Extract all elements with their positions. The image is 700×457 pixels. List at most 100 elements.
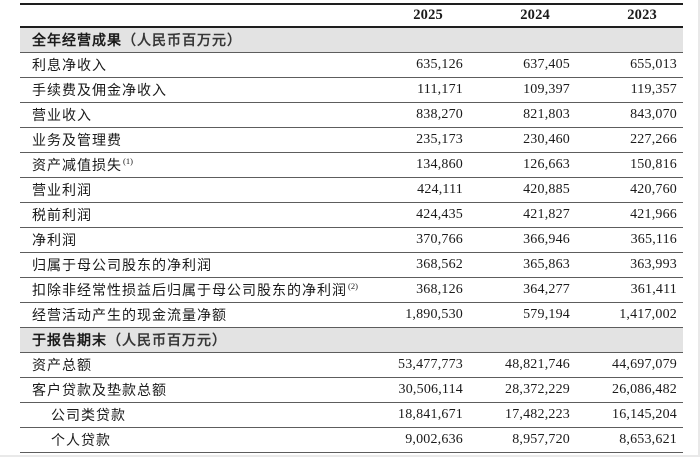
row-label-cell: 资产总额 — [20, 355, 362, 375]
row-label-cell: 营业利润 — [20, 180, 362, 200]
value-cell-2023: 655,013 — [630, 57, 677, 72]
value-cell-2024: 365,863 — [523, 257, 570, 272]
value-cell-2025: 368,126 — [416, 282, 463, 297]
row-label: 扣除非经常性损益后归属于母公司股东的净利润 — [32, 284, 347, 299]
table-row: 公司类贷款 18,841,671 17,482,223 16,145,204 — [20, 403, 683, 428]
value-cell-2025: 18,841,671 — [398, 407, 463, 422]
row-label: 营业利润 — [32, 184, 92, 199]
row-label: 资产总额 — [32, 359, 92, 374]
value-cell-2025: 9,002,636 — [405, 432, 463, 447]
value-cell-2024: 821,803 — [523, 107, 570, 122]
value-cell-2024: 364,277 — [523, 282, 570, 297]
table-row: 归属于母公司股东的净利润 368,562 365,863 363,993 — [20, 253, 683, 278]
value-cell-2025: 134,860 — [416, 157, 463, 172]
row-label-cell: 净利润 — [20, 230, 362, 250]
section-header-band: 于报告期末 （人民币百万元） — [20, 328, 683, 353]
section-header-band: 全年经营成果 （人民币百万元） — [20, 28, 683, 53]
footnote-marker: (1) — [123, 156, 133, 167]
row-label: 利息净收入 — [32, 59, 107, 74]
value-cell-2025: 368,562 — [416, 257, 463, 272]
table-row: 资产总额 53,477,773 48,821,746 44,697,079 — [20, 353, 683, 378]
row-label: 业务及管理费 — [32, 134, 122, 149]
value-cell-2023: 843,070 — [630, 107, 677, 122]
row-label: 营业收入 — [32, 109, 92, 124]
row-label: 归属于母公司股东的净利润 — [32, 259, 212, 274]
value-cell-2024: 48,821,746 — [505, 357, 570, 372]
row-label-cell: 个人贷款 — [20, 430, 362, 450]
table-row: 营业收入 838,270 821,803 843,070 — [20, 103, 683, 128]
value-cell-2023: 363,993 — [630, 257, 677, 272]
row-label: 经营活动产生的现金流量净额 — [32, 309, 227, 324]
table-row: 扣除非经常性损益后归属于母公司股东的净利润(2) 368,126 364,277 36… — [20, 278, 683, 303]
section-unit-label: （人民币百万元） — [122, 34, 242, 49]
row-label: 资产减值损失 — [32, 159, 122, 174]
table-row: 利息净收入 635,126 637,405 655,013 — [20, 53, 683, 78]
section-unit-label: （人民币百万元） — [107, 334, 227, 349]
row-label-cell: 业务及管理费 — [20, 130, 362, 150]
value-cell-2024: 637,405 — [523, 57, 570, 72]
value-cell-2025: 1,890,530 — [405, 307, 463, 322]
table-row: 客户贷款及垫款总额 30,506,114 28,372,229 26,086,482 — [20, 378, 683, 403]
row-label-cell: 税前利润 — [20, 205, 362, 225]
value-cell-2025: 370,766 — [416, 232, 463, 247]
year-column-2024: 2024 — [520, 7, 550, 23]
value-cell-2023: 1,417,002 — [619, 307, 677, 322]
value-cell-2023: 26,086,482 — [612, 382, 677, 397]
table-row: 净利润 370,766 366,946 365,116 — [20, 228, 683, 253]
value-cell-2023: 420,760 — [630, 182, 677, 197]
value-cell-2023: 119,357 — [630, 82, 677, 97]
table-row: 税前利润 424,435 421,827 421,966 — [20, 203, 683, 228]
section-title: 全年经营成果 — [32, 34, 122, 49]
year-header-row: 2025 2024 2023 — [20, 3, 683, 28]
row-label-cell: 经营活动产生的现金流量净额 — [20, 305, 362, 325]
row-label-cell: 营业收入 — [20, 105, 362, 125]
row-label-cell: 利息净收入 — [20, 55, 362, 75]
value-cell-2023: 8,653,621 — [619, 432, 677, 447]
row-label-cell: 资产减值损失(1) — [20, 155, 362, 175]
value-cell-2025: 235,173 — [416, 132, 463, 147]
value-cell-2025: 30,506,114 — [398, 382, 463, 397]
value-cell-2023: 361,411 — [630, 282, 677, 297]
value-cell-2025: 424,111 — [417, 182, 463, 197]
value-cell-2025: 53,477,773 — [398, 357, 463, 372]
value-cell-2025: 838,270 — [416, 107, 463, 122]
section-title: 于报告期末 — [32, 334, 107, 349]
value-cell-2023: 227,266 — [630, 132, 677, 147]
value-cell-2024: 230,460 — [523, 132, 570, 147]
table-row: 手续费及佣金净收入 111,171 109,397 119,357 — [20, 78, 683, 103]
value-cell-2024: 366,946 — [523, 232, 570, 247]
financial-summary-table: 2025 2024 2023 全年经营成果 （人民币百万元） 利息净收入 635,12… — [20, 3, 683, 453]
value-cell-2023: 16,145,204 — [612, 407, 677, 422]
value-cell-2023: 150,816 — [630, 157, 677, 172]
value-cell-2023: 421,966 — [630, 207, 677, 222]
row-label-cell: 客户贷款及垫款总额 — [20, 380, 362, 400]
footnote-marker: (2) — [348, 281, 358, 292]
row-label-cell: 归属于母公司股东的净利润 — [20, 255, 362, 275]
table-row: 经营活动产生的现金流量净额 1,890,530 579,194 1,417,002 — [20, 303, 683, 328]
row-label: 净利润 — [32, 234, 77, 249]
row-label-cell: 扣除非经常性损益后归属于母公司股东的净利润(2) — [20, 280, 362, 300]
row-label: 客户贷款及垫款总额 — [32, 384, 167, 399]
row-label: 手续费及佣金净收入 — [32, 84, 167, 99]
value-cell-2024: 420,885 — [523, 182, 570, 197]
value-cell-2025: 424,435 — [416, 207, 463, 222]
year-column-2025: 2025 — [413, 7, 443, 23]
value-cell-2023: 44,697,079 — [612, 357, 677, 372]
table-row: 资产减值损失(1) 134,860 126,663 150,816 — [20, 153, 683, 178]
value-cell-2024: 17,482,223 — [505, 407, 570, 422]
row-label: 个人贷款 — [51, 434, 111, 449]
table-body: 全年经营成果 （人民币百万元） 利息净收入 635,126 637,405 655,013… — [20, 28, 683, 453]
value-cell-2025: 111,171 — [417, 82, 463, 97]
value-cell-2024: 579,194 — [523, 307, 570, 322]
table-row: 营业利润 424,111 420,885 420,760 — [20, 178, 683, 203]
value-cell-2025: 635,126 — [416, 57, 463, 72]
value-cell-2024: 126,663 — [523, 157, 570, 172]
value-cell-2023: 365,116 — [630, 232, 677, 247]
value-cell-2024: 28,372,229 — [505, 382, 570, 397]
value-cell-2024: 8,957,720 — [512, 432, 570, 447]
row-label-cell: 公司类贷款 — [20, 405, 362, 425]
row-label: 公司类贷款 — [51, 409, 126, 424]
table-row: 业务及管理费 235,173 230,460 227,266 — [20, 128, 683, 153]
row-label-cell: 手续费及佣金净收入 — [20, 80, 362, 100]
